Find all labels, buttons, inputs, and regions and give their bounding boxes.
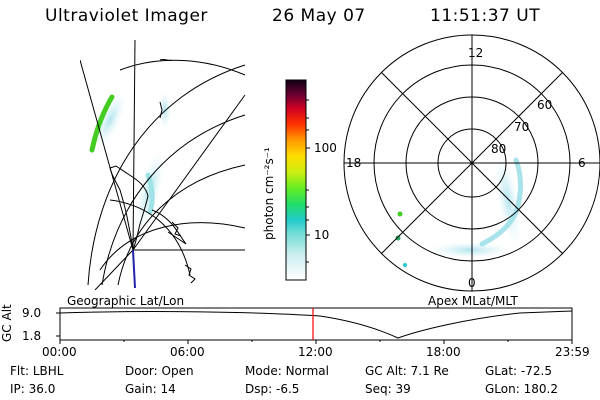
coastline: [171, 221, 182, 237]
coastline: [184, 264, 196, 284]
mlt-label-18: 18: [346, 156, 362, 170]
info-door: Door: Open: [125, 364, 194, 378]
coastline: [159, 58, 173, 62]
aurora-glow: [430, 242, 510, 258]
right-panel-label: Apex MLat/MLT: [428, 294, 518, 308]
lat-label-80: 80: [491, 142, 507, 156]
info-seq: Seq: 39: [365, 382, 411, 396]
grid-line: [94, 249, 134, 290]
terminator-line: [132, 249, 136, 289]
geographic-map: [80, 39, 246, 290]
mlt-label-6: 6: [578, 156, 586, 170]
grid-arc: [109, 199, 191, 276]
polar-plot: [343, 34, 600, 292]
altitude-axis-label: GC Alt: [0, 304, 14, 342]
info-gc-alt: GC Alt: 7.1 Re: [365, 364, 449, 378]
grid-line: [80, 59, 134, 251]
color-bar: [285, 79, 310, 281]
coastline: [109, 165, 149, 251]
x-tick-label: 06:00: [170, 345, 205, 359]
mlt-label-0: 0: [468, 276, 476, 290]
colorbar-tick-10: 10: [314, 228, 330, 242]
aurora-glow: [495, 155, 521, 245]
x-tick-label: 18:00: [426, 345, 461, 359]
x-tick-label: 23:59: [555, 345, 590, 359]
limb-arc: [119, 59, 246, 76]
info-flt: Flt: LBHL: [10, 364, 64, 378]
date-label: 26 May 07: [272, 6, 366, 26]
info-gain: Gain: 14: [125, 382, 176, 396]
aurora-spot: [395, 235, 401, 241]
aurora-arc-faint: [145, 172, 155, 215]
altitude-y-bottom: 1.8: [22, 329, 42, 343]
left-panel-label: Geographic Lat/Lon: [67, 294, 185, 308]
aurora-spot: [403, 263, 407, 267]
aurora-spot: [397, 211, 403, 217]
colorbar-tick-100: 100: [314, 141, 337, 155]
grid-arc: [99, 222, 246, 271]
grid-line: [132, 39, 136, 251]
lat-label-70: 70: [514, 120, 530, 134]
info-glat: GLat: -72.5: [485, 364, 552, 378]
info-dsp: Dsp: -6.5: [245, 382, 300, 396]
altitude-y-top: 9.0: [22, 306, 42, 320]
coastline: [159, 101, 163, 119]
altitude-plot-frame: [59, 307, 573, 341]
info-glon: GLon: 180.2: [485, 382, 558, 396]
lat-label-60: 60: [537, 98, 553, 112]
color-bar-gradient: [285, 79, 307, 281]
altitude-plot: [56, 307, 573, 344]
aurora-glow: [94, 92, 126, 148]
aurora-arc-bright: [89, 94, 115, 153]
altitude-curve: [59, 310, 573, 339]
info-ip: IP: 36.0: [10, 382, 56, 396]
coastline: [151, 209, 187, 245]
grid-line: [132, 94, 246, 251]
mlt-label-12: 12: [468, 46, 484, 60]
app-title: Ultraviolet Imager: [45, 6, 208, 26]
info-mode: Mode: Normal: [245, 364, 329, 378]
colorbar-axis-label: photon cm⁻²s⁻¹: [262, 147, 276, 240]
grid-arc: [117, 164, 246, 286]
x-tick-label: 00:00: [42, 345, 77, 359]
grid-arc: [101, 114, 246, 286]
time-label: 11:51:37 UT: [430, 6, 541, 26]
x-tick-label: 12:00: [298, 345, 333, 359]
